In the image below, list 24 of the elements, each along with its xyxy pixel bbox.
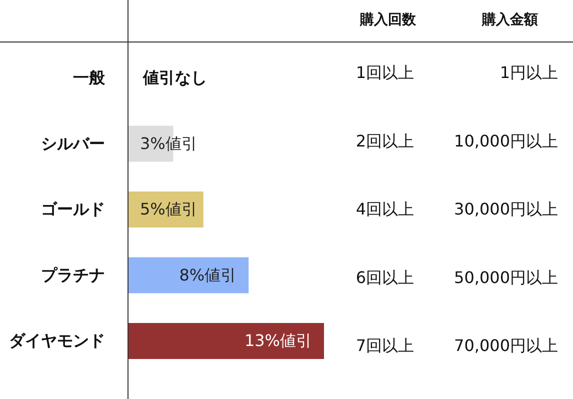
y-tick-label: ダイヤモンド: [9, 331, 105, 350]
text: 購入回数: [359, 12, 417, 28]
text: 10,000円以上: [454, 131, 558, 150]
data-label: 値引なし: [142, 68, 207, 87]
text: 購入金額: [481, 11, 538, 28]
text: 1円以上: [500, 63, 558, 82]
text: 30,000円以上: [454, 200, 558, 218]
data-label: 3%値引: [140, 134, 198, 153]
text: 4回以上: [356, 200, 414, 218]
text: 1回以上: [356, 63, 414, 82]
bar: [128, 323, 324, 359]
text: 7回以上: [356, 336, 414, 355]
y-tick-label: シルバー: [41, 134, 105, 153]
text: 50,000円以上: [454, 268, 558, 287]
data-label: 8%値引: [179, 265, 237, 284]
data-label: 13%値引: [244, 331, 312, 350]
bar: [128, 257, 249, 294]
text: 6回以上: [356, 268, 414, 287]
y-tick-label: ゴールド: [41, 200, 105, 218]
text: 2回以上: [356, 131, 414, 150]
data-label: 5%値引: [140, 200, 198, 218]
y-tick-label: プラチナ: [41, 265, 105, 284]
y-tick-label: 一般: [73, 68, 106, 87]
text: 70,000円以上: [454, 336, 558, 355]
